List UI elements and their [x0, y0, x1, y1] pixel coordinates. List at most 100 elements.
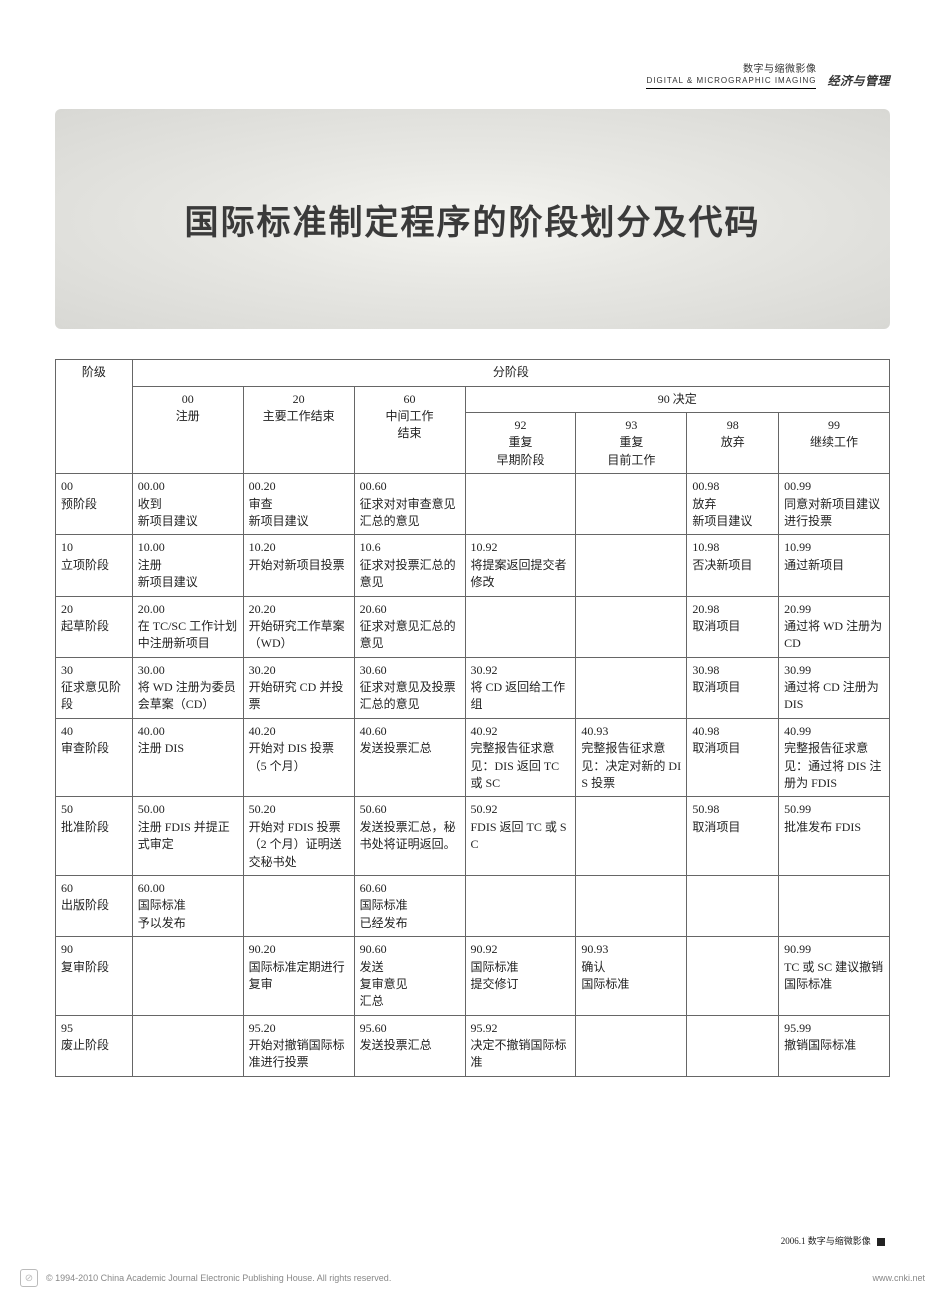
- table-cell: 30.60 征求对意见及投票汇总的意见: [354, 657, 465, 718]
- table-cell: 10.20 开始对新项目投票: [243, 535, 354, 596]
- col-00: 00注册: [132, 386, 243, 474]
- col-92: 92重复 早期阶段: [465, 412, 576, 473]
- table-cell: [576, 535, 687, 596]
- table-cell: 00.00 收到 新项目建议: [132, 474, 243, 535]
- row-label: 10立项阶段: [56, 535, 133, 596]
- table-cell: 40.92 完整报告征求意见：DIS 返回 TC 或 SC: [465, 718, 576, 797]
- table-cell: 50.00 注册 FDIS 并提正式审定: [132, 797, 243, 876]
- table-row: 60出版阶段60.00 国际标准 予以发布 60.60 国际标准 已经发布: [56, 875, 890, 936]
- table-cell: 50.99 批准发布 FDIS: [779, 797, 890, 876]
- doc-icon: ⊘: [20, 1269, 38, 1287]
- copyright-url: www.cnki.net: [872, 1273, 925, 1283]
- table-cell: 90.93 确认 国际标准: [576, 937, 687, 1016]
- decision-header: 90 决定: [465, 386, 890, 412]
- table-cell: 00.99 同意对新项目建议进行投票: [779, 474, 890, 535]
- table-cell: 30.00 将 WD 注册为委员会草案（CD）: [132, 657, 243, 718]
- col-20: 20主要工作结束: [243, 386, 354, 474]
- table-cell: [779, 875, 890, 936]
- table-cell: 10.99 通过新项目: [779, 535, 890, 596]
- row-label: 20起草阶段: [56, 596, 133, 657]
- table-cell: 30.98 取消项目: [687, 657, 779, 718]
- row-label: 95废止阶段: [56, 1015, 133, 1076]
- table-row: 95废止阶段95.20 开始对撤销国际标准进行投票95.60 发送投票汇总95.…: [56, 1015, 890, 1076]
- table-cell: 10.98 否决新项目: [687, 535, 779, 596]
- table-cell: 50.60 发送投票汇总，秘书处将证明返回。: [354, 797, 465, 876]
- table-cell: 90.60 发送 复审意见 汇总: [354, 937, 465, 1016]
- table-cell: [243, 875, 354, 936]
- table-cell: 30.92 将 CD 返回给工作组: [465, 657, 576, 718]
- table-cell: 20.99 通过将 WD 注册为 CD: [779, 596, 890, 657]
- table-row: 10立项阶段10.00 注册 新项目建议10.20 开始对新项目投票10.6 征…: [56, 535, 890, 596]
- col-99: 99继续工作: [779, 412, 890, 473]
- table-cell: [576, 596, 687, 657]
- table-cell: 10.6 征求对投票汇总的意见: [354, 535, 465, 596]
- table-cell: 20.20 开始研究工作草案（WD）: [243, 596, 354, 657]
- table-cell: [465, 596, 576, 657]
- table-cell: 95.20 开始对撤销国际标准进行投票: [243, 1015, 354, 1076]
- table-cell: 20.98 取消项目: [687, 596, 779, 657]
- row-label: 00预阶段: [56, 474, 133, 535]
- row-label: 40审查阶段: [56, 718, 133, 797]
- header-cn: 数字与缩微影像: [743, 64, 817, 75]
- table-cell: [465, 474, 576, 535]
- table-cell: [576, 797, 687, 876]
- col-98: 98放弃: [687, 412, 779, 473]
- row-label: 90复审阶段: [56, 937, 133, 1016]
- table-cell: 95.60 发送投票汇总: [354, 1015, 465, 1076]
- table-cell: 30.20 开始研究 CD 并投票: [243, 657, 354, 718]
- table-cell: 60.00 国际标准 予以发布: [132, 875, 243, 936]
- table-cell: 20.60 征求对意见汇总的意见: [354, 596, 465, 657]
- table-cell: 00.98 放弃 新项目建议: [687, 474, 779, 535]
- table-row: 00预阶段00.00 收到 新项目建议00.20 审查 新项目建议00.60 征…: [56, 474, 890, 535]
- page-header: 数字与缩微影像 DIGITAL & MICROGRAPHIC IMAGING 经…: [55, 60, 890, 89]
- table-cell: [687, 937, 779, 1016]
- table-row: 50批准阶段50.00 注册 FDIS 并提正式审定50.20 开始对 FDIS…: [56, 797, 890, 876]
- banner-title: 国际标准制定程序的阶段划分及代码: [185, 195, 761, 244]
- table-cell: 10.00 注册 新项目建议: [132, 535, 243, 596]
- table-cell: 50.20 开始对 FDIS 投票（2 个月）证明送交秘书处: [243, 797, 354, 876]
- table-cell: 90.92 国际标准 提交修订: [465, 937, 576, 1016]
- table-cell: 40.99 完整报告征求意见：通过将 DIS 注册为 FDIS: [779, 718, 890, 797]
- col-60: 60中间工作 结束: [354, 386, 465, 474]
- header-tag: 经济与管理: [827, 72, 890, 89]
- table-cell: [576, 1015, 687, 1076]
- table-cell: 40.98 取消项目: [687, 718, 779, 797]
- table-cell: 95.92 决定不撤销国际标准: [465, 1015, 576, 1076]
- table-cell: 40.00 注册 DIS: [132, 718, 243, 797]
- table-cell: 10.92 将提案返回提交者修改: [465, 535, 576, 596]
- copyright-text: © 1994-2010 China Academic Journal Elect…: [46, 1273, 391, 1283]
- table-row: 40审查阶段40.00 注册 DIS40.20 开始对 DIS 投票（5 个月）…: [56, 718, 890, 797]
- row-label: 50批准阶段: [56, 797, 133, 876]
- table-cell: 40.20 开始对 DIS 投票（5 个月）: [243, 718, 354, 797]
- page-footer: 2006.1 数字与缩微影像: [781, 1234, 885, 1247]
- table-cell: [576, 875, 687, 936]
- table-cell: [687, 1015, 779, 1076]
- row-header: 阶级: [56, 360, 133, 474]
- table-cell: [465, 875, 576, 936]
- table-cell: 00.20 审查 新项目建议: [243, 474, 354, 535]
- row-label: 60出版阶段: [56, 875, 133, 936]
- copyright-line: ⊘ © 1994-2010 China Academic Journal Ele…: [20, 1269, 925, 1287]
- table-cell: 95.99 撤销国际标准: [779, 1015, 890, 1076]
- group-header: 分阶段: [132, 360, 889, 386]
- stages-table: 阶级 分阶段 00注册 20主要工作结束 60中间工作 结束 90 决定 92重…: [55, 359, 890, 1077]
- table-cell: [132, 937, 243, 1016]
- table-row: 20起草阶段20.00 在 TC/SC 工作计划中注册新项目20.20 开始研究…: [56, 596, 890, 657]
- table-cell: 50.92 FDIS 返回 TC 或 SC: [465, 797, 576, 876]
- table-cell: 60.60 国际标准 已经发布: [354, 875, 465, 936]
- table-cell: 50.98 取消项目: [687, 797, 779, 876]
- table-cell: [132, 1015, 243, 1076]
- table-cell: 00.60 征求对对审查意见汇总的意见: [354, 474, 465, 535]
- table-cell: 20.00 在 TC/SC 工作计划中注册新项目: [132, 596, 243, 657]
- title-banner: 国际标准制定程序的阶段划分及代码: [55, 109, 890, 329]
- table-cell: [576, 474, 687, 535]
- footer-issue: 2006.1 数字与缩微影像: [781, 1236, 871, 1246]
- table-cell: 40.60 发送投票汇总: [354, 718, 465, 797]
- table-cell: 40.93 完整报告征求意见：决定对新的 DIS 投票: [576, 718, 687, 797]
- col-93: 93重复 目前工作: [576, 412, 687, 473]
- row-label: 30征求意见阶段: [56, 657, 133, 718]
- table-cell: 90.20 国际标准定期进行复审: [243, 937, 354, 1016]
- table-row: 90复审阶段90.20 国际标准定期进行复审90.60 发送 复审意见 汇总90…: [56, 937, 890, 1016]
- footer-marker-icon: [877, 1238, 885, 1246]
- header-en: DIGITAL & MICROGRAPHIC IMAGING: [646, 76, 816, 85]
